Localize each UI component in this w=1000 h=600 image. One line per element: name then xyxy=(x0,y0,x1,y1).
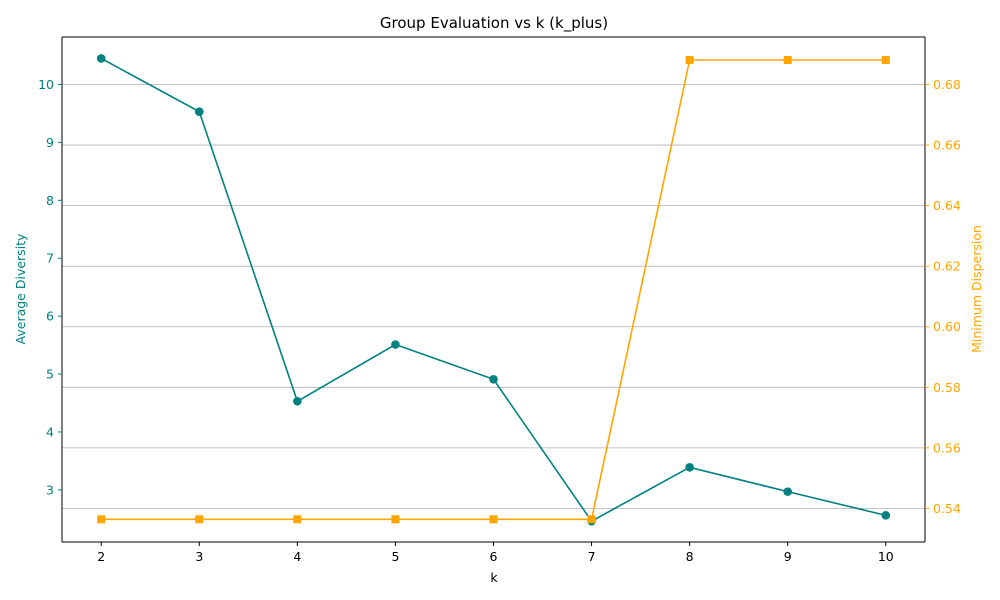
point-average-diversity xyxy=(194,107,204,117)
x-tick-label: 10 xyxy=(878,549,894,564)
left-axis-ticks: 3 4 5 6 7 8 9 10 xyxy=(38,77,62,497)
point-average-diversity xyxy=(881,511,891,520)
right-tick-label: 0.60 xyxy=(933,319,961,334)
series-markers xyxy=(96,54,891,526)
series-lines xyxy=(100,57,886,523)
x-tick-label: 8 xyxy=(686,549,694,564)
point-average-diversity xyxy=(783,487,793,496)
left-tick-label: 8 xyxy=(46,193,54,208)
left-tick-label: 7 xyxy=(46,251,54,266)
x-axis-ticks: 2 3 4 5 6 7 8 9 10 xyxy=(97,542,894,564)
point-minimum-dispersion xyxy=(587,515,596,524)
x-tick-label: 6 xyxy=(490,549,498,564)
x-tick-label: 9 xyxy=(784,549,792,564)
grid-lines xyxy=(62,84,925,509)
left-axis-title: Average Diversity xyxy=(13,233,28,345)
axes xyxy=(61,36,926,543)
point-average-diversity xyxy=(391,340,400,349)
point-minimum-dispersion xyxy=(685,56,694,65)
left-tick-label: 3 xyxy=(46,482,54,497)
right-tick-label: 0.56 xyxy=(933,440,961,455)
x-tick-label: 7 xyxy=(588,549,596,564)
right-tick-label: 0.54 xyxy=(933,501,961,516)
point-average-diversity xyxy=(685,462,694,472)
right-tick-label: 0.64 xyxy=(933,198,961,213)
x-tick-label: 4 xyxy=(293,549,301,564)
series-line-average-diversity xyxy=(100,57,886,523)
right-tick-label: 0.68 xyxy=(933,77,961,92)
x-tick-label: 5 xyxy=(391,549,399,564)
series-line-minimum-dispersion xyxy=(101,59,886,521)
left-tick-label: 10 xyxy=(38,77,54,92)
point-minimum-dispersion xyxy=(293,515,302,524)
right-axis-title: Minimum Dispersion xyxy=(969,225,984,353)
x-tick-label: 2 xyxy=(97,549,105,564)
point-minimum-dispersion xyxy=(783,56,792,65)
right-tick-label: 0.62 xyxy=(933,259,961,274)
x-axis-title: k xyxy=(490,570,498,585)
point-average-diversity xyxy=(293,396,302,406)
right-axis-ticks: 0.54 0.56 0.58 0.60 0.62 0.64 0.66 0.68 xyxy=(925,77,961,516)
x-tick-label: 3 xyxy=(195,549,203,564)
left-tick-label: 9 xyxy=(46,135,54,150)
point-minimum-dispersion xyxy=(195,515,204,524)
left-tick-label: 4 xyxy=(46,424,54,439)
right-tick-label: 0.66 xyxy=(933,138,961,153)
chart-title: Group Evaluation vs k (k_plus) xyxy=(380,14,608,33)
point-minimum-dispersion xyxy=(391,515,400,524)
point-minimum-dispersion xyxy=(97,515,106,524)
point-average-diversity xyxy=(96,54,106,63)
right-tick-label: 0.58 xyxy=(933,380,961,395)
point-minimum-dispersion xyxy=(489,515,498,524)
point-average-diversity xyxy=(489,374,498,384)
left-tick-label: 6 xyxy=(46,309,54,324)
point-minimum-dispersion xyxy=(881,56,890,65)
left-tick-label: 5 xyxy=(46,367,54,382)
